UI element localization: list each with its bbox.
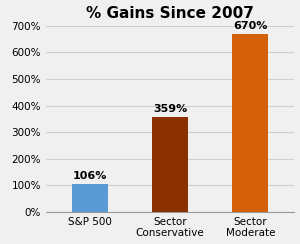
Bar bbox=[72, 184, 108, 212]
Bar bbox=[152, 117, 188, 212]
Text: 670%: 670% bbox=[233, 21, 268, 31]
Text: 359%: 359% bbox=[153, 104, 187, 114]
Text: 106%: 106% bbox=[73, 171, 107, 181]
Bar bbox=[232, 34, 268, 212]
Title: % Gains Since 2007: % Gains Since 2007 bbox=[86, 6, 254, 20]
